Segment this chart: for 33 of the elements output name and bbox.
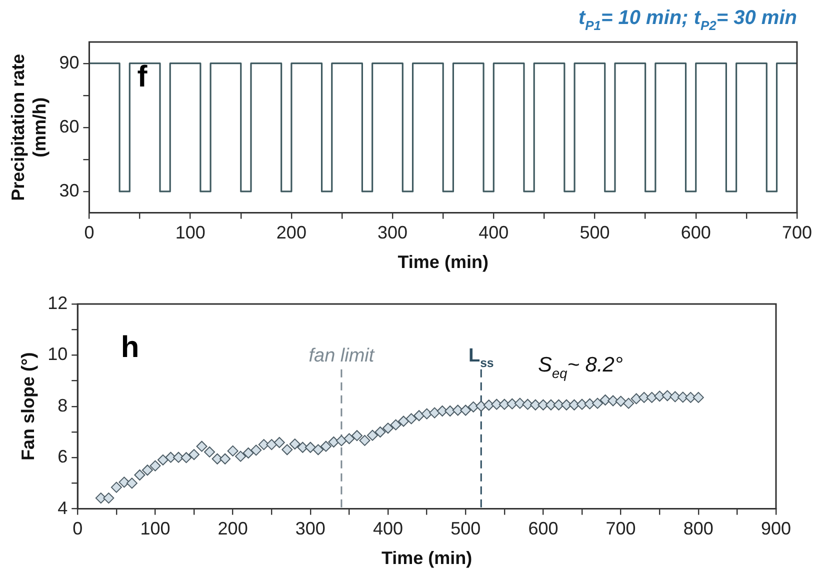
- y-tick-label: 30: [59, 180, 80, 200]
- x-tick-label: 300: [378, 222, 408, 243]
- x-tick-label: 200: [276, 222, 306, 243]
- y-axis-title: Fan slope (°): [18, 352, 38, 460]
- x-tick-label: 0: [84, 222, 94, 243]
- y-tick-label: 4: [58, 498, 68, 518]
- y-tick-label: 12: [48, 292, 68, 313]
- x-tick-label: 700: [782, 222, 812, 243]
- x-axis-title: Time (min): [381, 548, 472, 568]
- x-tick-label: 300: [295, 518, 326, 539]
- x-tick-label: 700: [606, 518, 636, 539]
- x-tick-label: 500: [580, 222, 610, 243]
- y-axis-title: Precipitation rate (mm/h): [8, 54, 50, 201]
- x-tick-label: 100: [175, 222, 206, 243]
- annotation: h: [120, 331, 140, 364]
- x-tick-label: 600: [680, 222, 711, 243]
- y-tick-label: 90: [59, 52, 80, 72]
- y-tick-label: 60: [59, 116, 80, 136]
- ref-line-label: fan limit: [308, 345, 375, 366]
- y-tick-label: 10: [48, 344, 68, 364]
- annotation: f: [137, 60, 148, 94]
- x-tick-label: 200: [218, 518, 248, 539]
- x-tick-label: 800: [683, 518, 714, 539]
- x-tick-label: 400: [478, 222, 509, 243]
- x-tick-label: 400: [372, 518, 404, 539]
- x-tick-label: 500: [450, 518, 481, 539]
- x-axis-title: Time (min): [398, 252, 488, 272]
- x-tick-label: 600: [528, 518, 558, 539]
- y-tick-label: 6: [58, 446, 68, 467]
- x-tick-label: 100: [140, 518, 170, 539]
- y-tick-label: 8: [58, 395, 68, 416]
- x-tick-label: 0: [72, 518, 83, 539]
- x-tick-label: 900: [760, 518, 792, 539]
